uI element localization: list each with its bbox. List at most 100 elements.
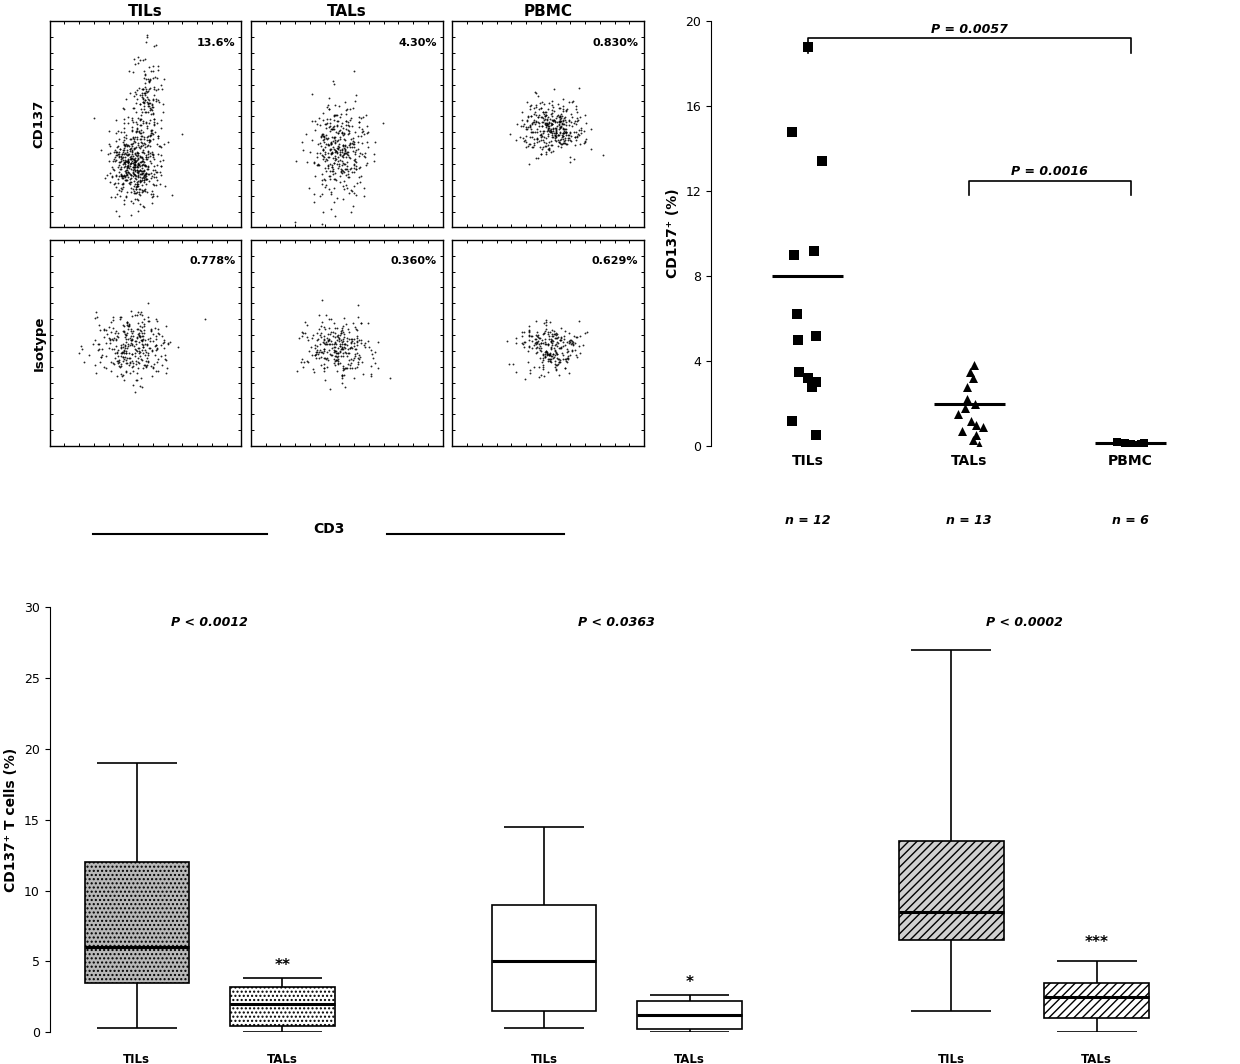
Point <box>324 118 343 135</box>
Point <box>546 128 565 145</box>
Point <box>113 335 133 352</box>
Point <box>341 338 361 355</box>
Point <box>108 354 128 371</box>
Point <box>138 96 157 113</box>
Text: 0.360%: 0.360% <box>391 256 436 266</box>
Point <box>546 359 565 376</box>
Point <box>123 144 143 161</box>
Point <box>125 176 145 193</box>
Point <box>336 120 356 137</box>
Point <box>315 332 335 349</box>
Point <box>329 339 348 356</box>
Point <box>107 344 126 361</box>
Point <box>342 330 362 347</box>
Point <box>518 119 538 136</box>
Point <box>321 134 341 151</box>
Point <box>547 346 567 363</box>
Point <box>330 337 350 354</box>
Point <box>327 352 347 369</box>
Point <box>327 345 347 362</box>
Point <box>141 122 161 139</box>
Point <box>109 146 129 163</box>
Point <box>88 335 108 352</box>
Point <box>346 87 366 104</box>
Point <box>112 168 131 185</box>
Point <box>141 100 161 117</box>
Point <box>548 127 568 144</box>
Text: TILs: TILs <box>531 1053 558 1064</box>
Point <box>567 328 587 345</box>
Point <box>553 128 573 145</box>
Point <box>154 334 174 351</box>
Point <box>100 334 120 351</box>
Point <box>125 152 145 169</box>
Point <box>353 109 373 126</box>
Point <box>325 319 345 336</box>
Point <box>316 116 336 133</box>
Point <box>549 339 569 356</box>
Point <box>110 338 130 355</box>
Point <box>346 187 366 204</box>
Point <box>348 114 368 131</box>
Point <box>534 346 554 363</box>
Point <box>532 342 552 359</box>
Point <box>326 336 346 353</box>
Point <box>527 150 547 167</box>
Point <box>123 181 143 198</box>
Point <box>130 117 150 134</box>
Point <box>112 148 131 165</box>
Point <box>543 143 563 160</box>
Point <box>301 85 321 102</box>
Point <box>107 147 126 164</box>
Point <box>331 163 351 180</box>
Point <box>124 159 144 176</box>
Point <box>115 331 135 348</box>
Point <box>569 337 589 354</box>
Point <box>153 95 172 112</box>
Point <box>327 350 347 367</box>
Point <box>140 127 160 144</box>
Point <box>325 344 345 361</box>
Point <box>117 164 136 181</box>
Point <box>332 114 352 131</box>
Point <box>340 356 360 373</box>
Point <box>103 168 123 185</box>
Point <box>342 339 362 356</box>
Point <box>563 336 583 353</box>
Point <box>526 103 546 120</box>
Point <box>329 124 348 142</box>
Point <box>512 327 532 344</box>
Point <box>146 331 166 348</box>
Point <box>332 140 352 157</box>
Point <box>118 320 138 337</box>
Point <box>144 104 164 121</box>
Point <box>99 339 119 356</box>
Point <box>331 332 351 349</box>
Point <box>150 137 170 154</box>
Point <box>114 192 134 209</box>
Point <box>330 136 350 153</box>
Point <box>139 339 159 356</box>
Point <box>143 188 162 205</box>
Point <box>320 170 340 187</box>
Point <box>538 117 558 134</box>
Point <box>314 128 334 145</box>
Point <box>99 319 119 336</box>
Point <box>342 164 362 181</box>
Point <box>120 330 140 347</box>
Point <box>335 344 355 361</box>
Point <box>358 124 378 142</box>
Point <box>118 145 138 162</box>
Point <box>522 115 542 132</box>
Point <box>520 323 539 340</box>
Point <box>143 90 162 107</box>
Point <box>320 346 340 363</box>
Point <box>500 126 520 143</box>
Point <box>122 131 141 148</box>
Point <box>513 130 533 147</box>
Point <box>351 167 371 184</box>
Point <box>557 123 577 140</box>
Point <box>133 90 153 107</box>
Point <box>125 123 145 140</box>
Point <box>532 109 552 126</box>
